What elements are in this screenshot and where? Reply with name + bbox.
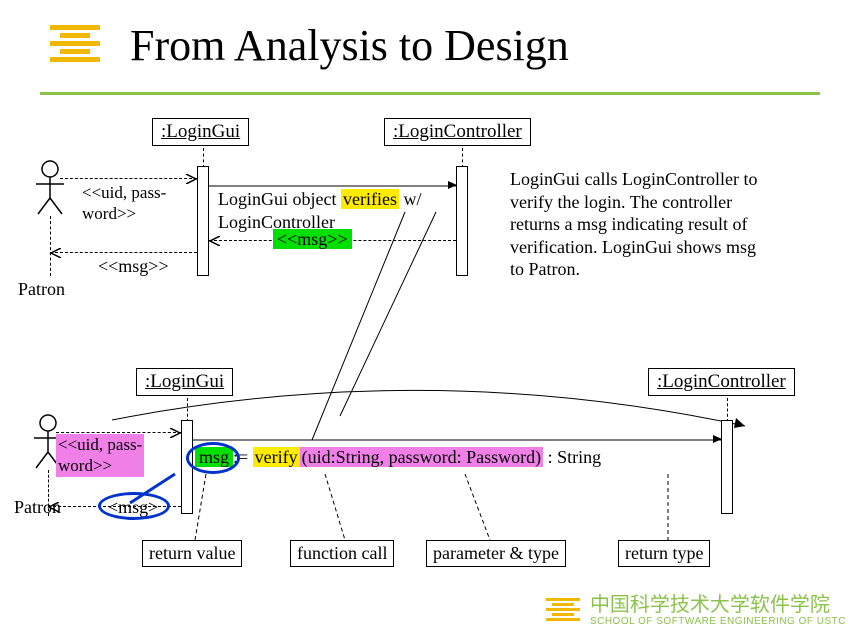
footer-text: 中国科学技术大学软件学院 SCHOOL OF SOFTWARE ENGINEER… xyxy=(590,594,846,627)
verify-fn: verify xyxy=(253,447,300,467)
lifeline-ctrl-top xyxy=(462,148,463,168)
msg-green-label: <<msg>> xyxy=(273,228,352,251)
verifies-pre: LoginGui object xyxy=(218,189,341,209)
activation-ctrl-bottom xyxy=(721,420,733,514)
lifeline-patron-top xyxy=(50,216,51,276)
msg-uid-pwd-top: <<uid, pass- word>> xyxy=(82,182,166,225)
lifeline-gui-top xyxy=(203,148,204,168)
patron-label-top: Patron xyxy=(18,278,65,301)
blue-ellipse-msg xyxy=(186,442,240,474)
footer: 中国科学技术大学软件学院 SCHOOL OF SOFTWARE ENGINEER… xyxy=(546,594,846,627)
arrow-msg-patron-top xyxy=(50,252,197,253)
title-underline xyxy=(40,92,820,95)
return-type-text: : String xyxy=(543,447,601,467)
stick-figure-icon xyxy=(32,160,68,216)
note-param-type: parameter & type xyxy=(426,540,566,567)
lifeline-label-controller-bottom: :LoginController xyxy=(648,368,795,396)
sequence-diagram: Patron :LoginGui :LoginController <<uid,… xyxy=(0,100,861,580)
logo-top xyxy=(50,25,100,65)
note-function-call: function call xyxy=(290,540,394,567)
note-return-type: return type xyxy=(618,540,710,567)
verify-params: (uid:String, password: Password) xyxy=(300,447,544,467)
footer-en: SCHOOL OF SOFTWARE ENGINEERING OF USTC xyxy=(590,616,846,627)
verify-call-text: msg:= verify(uid:String, password: Passw… xyxy=(195,446,601,469)
msg-verifies-top: LoginGui object verifies w/ LoginControl… xyxy=(218,188,458,233)
explanation-text: LoginGui calls LoginController to verify… xyxy=(510,168,830,281)
arrow-uid-pwd-bottom xyxy=(56,432,181,433)
footer-logo-icon xyxy=(546,598,580,623)
actor-patron-top xyxy=(32,160,68,216)
footer-cn: 中国科学技术大学软件学院 xyxy=(590,594,846,616)
lifeline-gui-bottom xyxy=(187,398,188,422)
uid-pwd-pink: <<uid, pass- word>> xyxy=(56,434,144,477)
msg-return-top: <<msg>> xyxy=(98,255,169,278)
lifeline-label-logingui-bottom: :LoginGui xyxy=(136,368,233,396)
lifeline-label-controller-top: :LoginController xyxy=(384,118,531,146)
verifies-highlight: verifies xyxy=(341,189,399,209)
blue-ellipse-return xyxy=(98,492,170,520)
note-return-value: return value xyxy=(142,540,242,567)
page-title: From Analysis to Design xyxy=(130,20,569,71)
msg-green-text: <<msg>> xyxy=(273,229,352,249)
lifeline-label-logingui-top: :LoginGui xyxy=(152,118,249,146)
msg-uid-pwd-bottom: <<uid, pass- word>> xyxy=(56,434,144,477)
lifeline-ctrl-bottom xyxy=(727,398,728,422)
activation-gui-top xyxy=(197,166,209,276)
arrow-uid-pwd-top xyxy=(60,178,197,179)
